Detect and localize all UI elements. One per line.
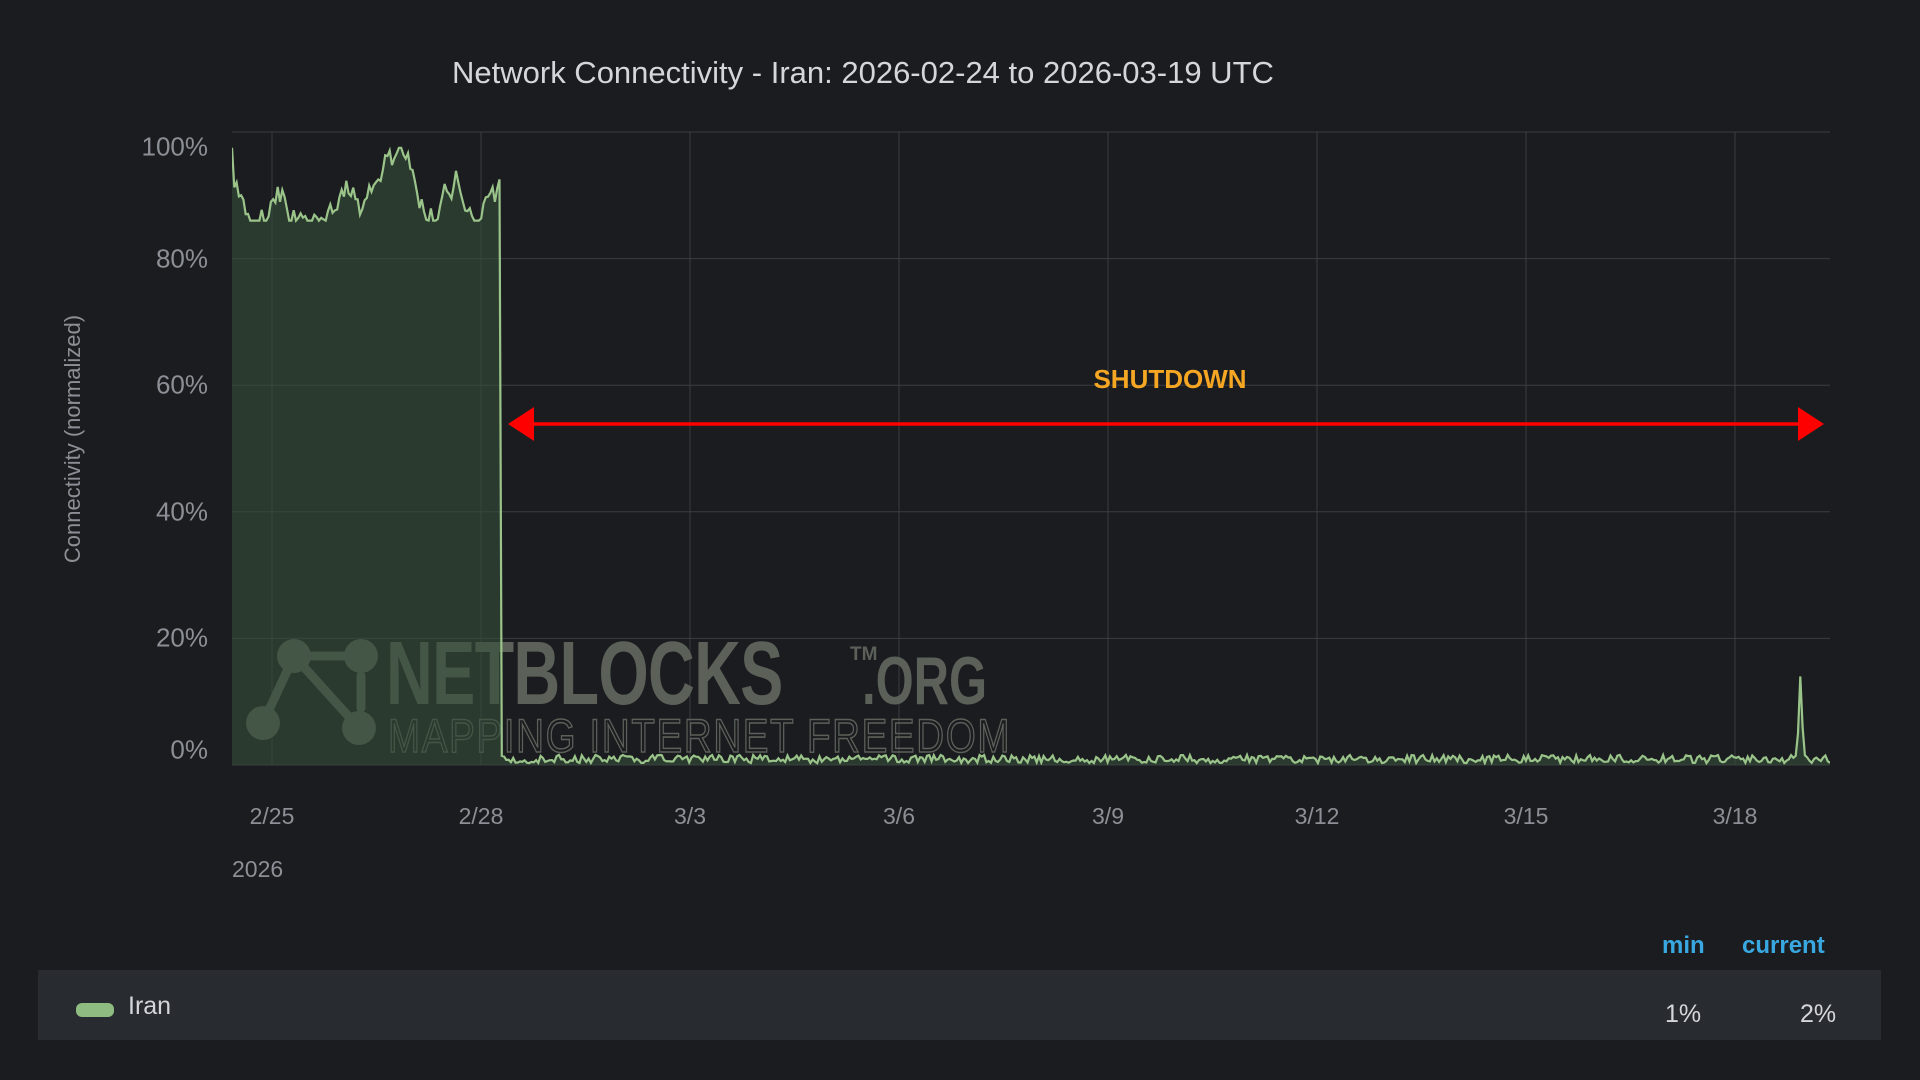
svg-text:.ORG: .ORG (862, 642, 987, 719)
svg-text:SHUTDOWN: SHUTDOWN (1093, 364, 1246, 394)
